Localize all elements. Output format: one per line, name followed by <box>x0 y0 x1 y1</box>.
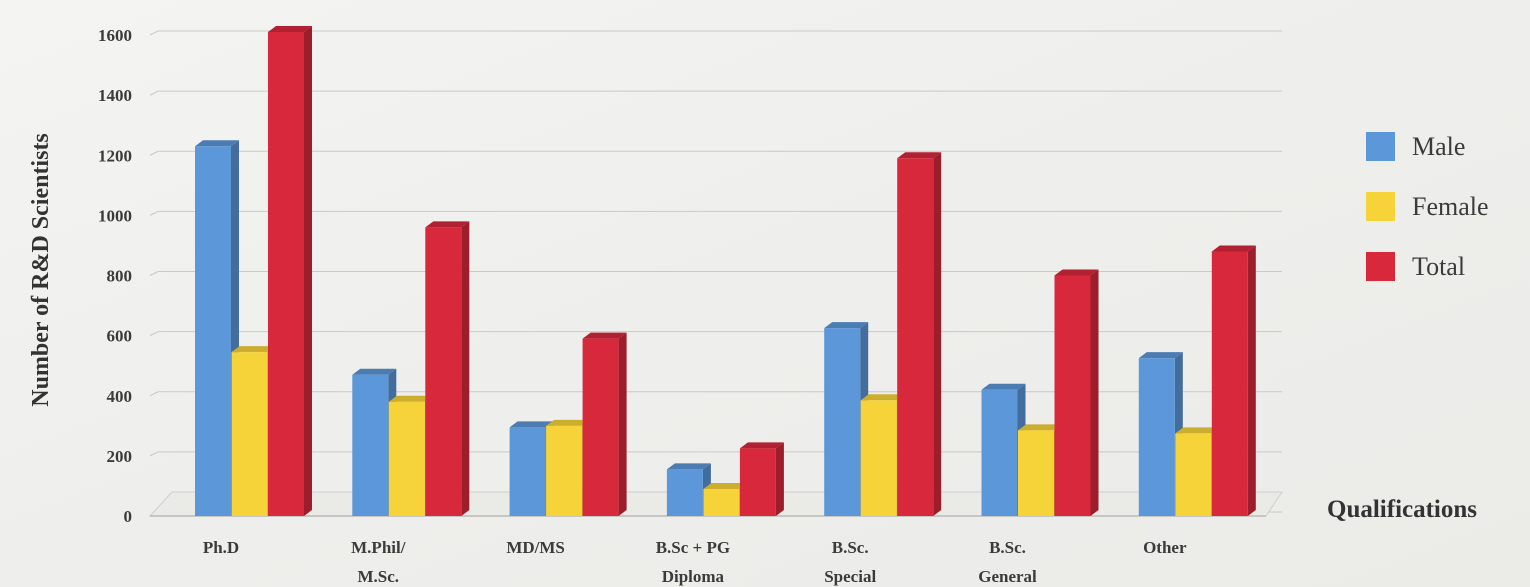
bar-total <box>739 442 784 516</box>
gridline-depth <box>149 451 159 457</box>
x-tick-label: Diploma <box>662 567 725 586</box>
bar-front <box>1138 358 1175 516</box>
y-tick-label: 1400 <box>98 86 132 105</box>
gridline-depth <box>149 150 159 156</box>
legend: Male Female Total <box>1366 132 1489 281</box>
x-tick-label: M.Sc. <box>358 567 400 586</box>
y-axis-label: Number of R&D Scientists <box>28 133 54 407</box>
bar-front <box>1054 275 1091 516</box>
bar-front <box>352 374 389 516</box>
bar-front <box>509 427 546 516</box>
y-tick-label: 1200 <box>98 146 132 165</box>
legend-swatch-male <box>1366 132 1395 161</box>
x-tick-label: B.Sc + PG <box>656 538 730 557</box>
bar-top <box>1018 424 1062 431</box>
y-axis-ticks: 0 200 400 600 800 1000 1200 1400 1600 <box>98 26 132 526</box>
legend-swatch-female <box>1366 192 1395 221</box>
legend-label-male: Male <box>1412 132 1465 161</box>
bar-top <box>1175 427 1220 434</box>
bar-front <box>425 227 462 516</box>
bar-top <box>666 463 711 470</box>
bar-side <box>775 442 784 516</box>
bar-top <box>1138 352 1183 359</box>
bar-front <box>546 425 583 516</box>
bar-front <box>824 328 861 516</box>
bar-front <box>1211 251 1248 516</box>
bar-side <box>1247 245 1256 516</box>
bars <box>195 25 1256 517</box>
bar-total <box>897 152 942 516</box>
x-tick-label: M.Phil/ <box>351 538 406 557</box>
legend-swatch-total <box>1366 252 1395 281</box>
x-tick-label: Ph.D <box>203 538 239 557</box>
bar-side <box>461 221 470 516</box>
y-tick-label: 1600 <box>98 26 132 45</box>
bar-total <box>582 332 627 516</box>
y-tick-label: 200 <box>107 447 133 466</box>
bar-front <box>388 401 425 516</box>
bar-top <box>352 368 397 375</box>
legend-label-total: Total <box>1412 252 1465 281</box>
y-tick-label: 400 <box>107 387 133 406</box>
bar-top <box>509 421 554 428</box>
bar-top <box>388 395 433 402</box>
bar-total <box>1054 269 1099 516</box>
bar-top <box>268 25 312 32</box>
bar-front <box>1018 430 1054 516</box>
bar-front <box>1175 433 1212 516</box>
gridline-depth <box>149 271 159 276</box>
y-tick-label: 600 <box>107 327 133 346</box>
bar-top <box>546 419 591 426</box>
bar-top <box>1054 269 1099 276</box>
bar-side <box>1090 269 1099 516</box>
x-tick-label: Other <box>1143 538 1187 557</box>
x-tick-label: General <box>978 567 1037 586</box>
y-tick-label: 800 <box>107 267 133 286</box>
bar-top <box>897 152 942 159</box>
bar-front <box>231 352 268 516</box>
y-tick-label: 0 <box>124 507 133 526</box>
bar-front <box>582 338 619 516</box>
bar-total <box>425 221 470 516</box>
x-axis-label: Qualifications <box>1327 496 1477 523</box>
legend-label-female: Female <box>1412 192 1489 221</box>
gridline-depth <box>149 391 159 397</box>
gridline-depth <box>149 30 159 36</box>
bar-total <box>1211 245 1256 516</box>
bar-front <box>860 400 897 516</box>
x-tick-label: Special <box>824 567 876 586</box>
bar-top <box>981 383 1026 390</box>
bar-front <box>897 158 934 516</box>
bar-front <box>666 469 703 516</box>
bar-top <box>231 346 276 353</box>
bar-front <box>268 31 304 517</box>
gridline-depth <box>149 210 159 216</box>
x-tick-label: B.Sc. <box>832 538 869 557</box>
bar-side <box>304 25 312 517</box>
gridline-depth <box>149 331 159 337</box>
bar-top <box>703 482 748 489</box>
x-tick-label: MD/MS <box>506 538 565 557</box>
bar-front <box>195 146 231 516</box>
bar-top <box>860 394 905 401</box>
bar-side <box>618 332 627 516</box>
y-tick-label: 1000 <box>98 206 132 225</box>
category-labels: Ph.D M.Phil/M.Sc. MD/MS B.Sc + PG Diploma B.S… <box>203 538 1187 586</box>
bar-top <box>425 221 470 228</box>
bar-top <box>582 332 627 339</box>
bar-front <box>703 488 740 516</box>
bar-side <box>933 152 942 516</box>
gridline-depth <box>149 90 159 96</box>
x-tick-label: B.Sc. <box>989 538 1026 557</box>
bar-front <box>981 389 1018 516</box>
bar-total <box>268 25 312 517</box>
bar-top <box>1211 245 1256 252</box>
bar-front <box>739 448 776 516</box>
bar-top <box>824 322 869 329</box>
bar-top <box>195 140 239 147</box>
bar-top <box>739 442 784 449</box>
